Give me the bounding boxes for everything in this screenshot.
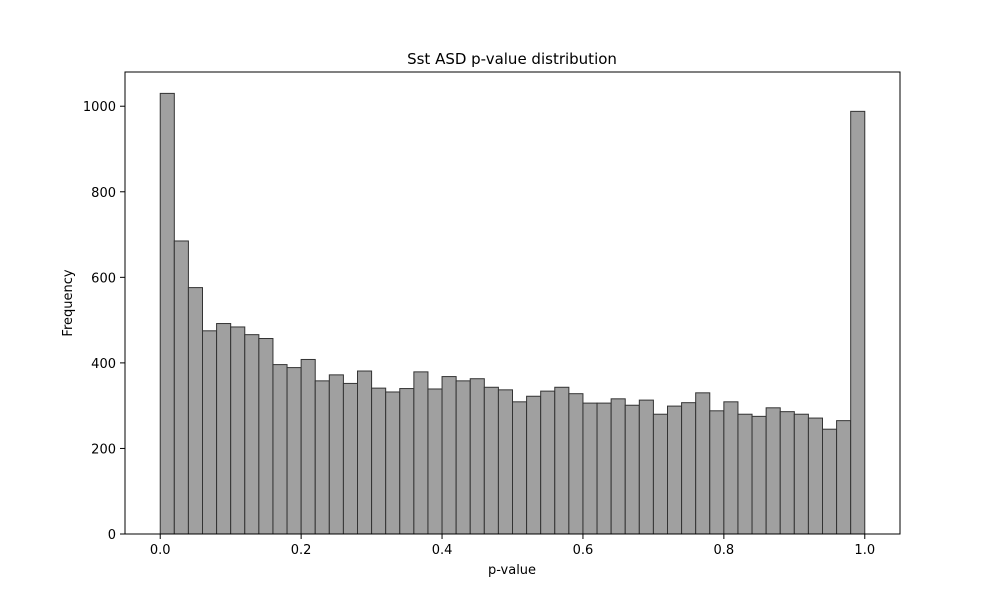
histogram-bar-21 — [455, 380, 471, 535]
histogram-bar-33 — [624, 404, 640, 535]
y-tick-label: 1000 — [83, 100, 116, 115]
histogram-bar-26 — [526, 395, 542, 535]
histogram-bar-39 — [709, 410, 725, 535]
histogram-bar-22 — [469, 378, 485, 535]
y-tick-label: 200 — [91, 442, 116, 457]
x-axis: 0.0 0.2 0.4 0.6 0.8 1.0 — [150, 534, 875, 558]
histogram-bar-27 — [540, 390, 556, 535]
histogram-bar-14 — [357, 370, 373, 535]
histogram-bar-45 — [793, 413, 809, 535]
histogram-bar-10 — [300, 358, 316, 535]
histogram-bar-4 — [216, 323, 232, 535]
x-tick-label: 0.0 — [150, 543, 171, 558]
x-tick-label: 0.4 — [432, 543, 453, 558]
histogram-bar-3 — [202, 330, 218, 535]
histogram-bar-23 — [483, 386, 499, 535]
histogram-bar-9 — [286, 367, 302, 535]
histogram-bar-47 — [822, 428, 838, 535]
histogram-bar-46 — [807, 417, 824, 535]
histogram-bar-49 — [850, 110, 866, 535]
histogram-bar-7 — [258, 338, 274, 535]
histogram-bar-11 — [314, 380, 330, 535]
histogram-bar-20 — [441, 376, 457, 535]
histogram-bar-25 — [512, 401, 528, 535]
histogram-bar-30 — [582, 402, 598, 535]
y-tick-label: 800 — [91, 186, 116, 201]
x-tick-label: 0.6 — [573, 543, 594, 558]
x-axis-label: p-value — [488, 563, 536, 578]
plot-frame — [124, 71, 901, 535]
bars-group — [159, 92, 866, 535]
histogram-bar-16 — [385, 391, 401, 535]
histogram-bar-8 — [272, 364, 288, 535]
histogram-bar-34 — [638, 399, 654, 535]
histogram-bar-2 — [187, 287, 203, 535]
histogram-bar-6 — [244, 334, 260, 535]
x-tick-label: 0.8 — [714, 543, 735, 558]
histogram-bar-42 — [751, 415, 767, 535]
x-tick-label: 1.0 — [854, 543, 875, 558]
histogram-bar-48 — [836, 420, 852, 535]
y-tick-label: 0 — [108, 528, 116, 543]
histogram-bar-36 — [667, 405, 683, 535]
y-tick-label: 400 — [91, 357, 116, 372]
y-axis-label: Frequency — [61, 269, 76, 336]
histogram-bar-31 — [596, 402, 612, 535]
histogram-bar-13 — [342, 382, 358, 535]
histogram-bar-29 — [568, 393, 584, 535]
histogram-bar-12 — [328, 374, 344, 535]
histogram-bar-24 — [497, 389, 513, 535]
histogram-bar-18 — [413, 371, 429, 535]
histogram-bar-15 — [371, 387, 387, 535]
histogram-bar-43 — [765, 407, 781, 535]
chart-title: Sst ASD p-value distribution — [407, 50, 617, 68]
histogram-bar-1 — [173, 240, 189, 535]
histogram-bar-40 — [723, 401, 739, 535]
histogram-bar-44 — [779, 411, 795, 535]
histogram-bar-19 — [427, 388, 443, 535]
histogram-bar-5 — [230, 326, 246, 535]
histogram-bar-0 — [159, 92, 175, 535]
histogram-bar-17 — [399, 388, 415, 535]
histogram-bar-37 — [681, 402, 697, 535]
histogram-bar-32 — [610, 398, 626, 535]
histogram-bar-35 — [652, 413, 669, 535]
histogram-bar-28 — [554, 386, 570, 535]
y-axis: 0 200 400 600 800 1000 — [83, 100, 125, 543]
y-tick-label: 600 — [91, 271, 116, 286]
x-tick-label: 0.2 — [291, 543, 312, 558]
histogram-bar-41 — [737, 413, 753, 535]
histogram-bar-38 — [695, 392, 711, 535]
